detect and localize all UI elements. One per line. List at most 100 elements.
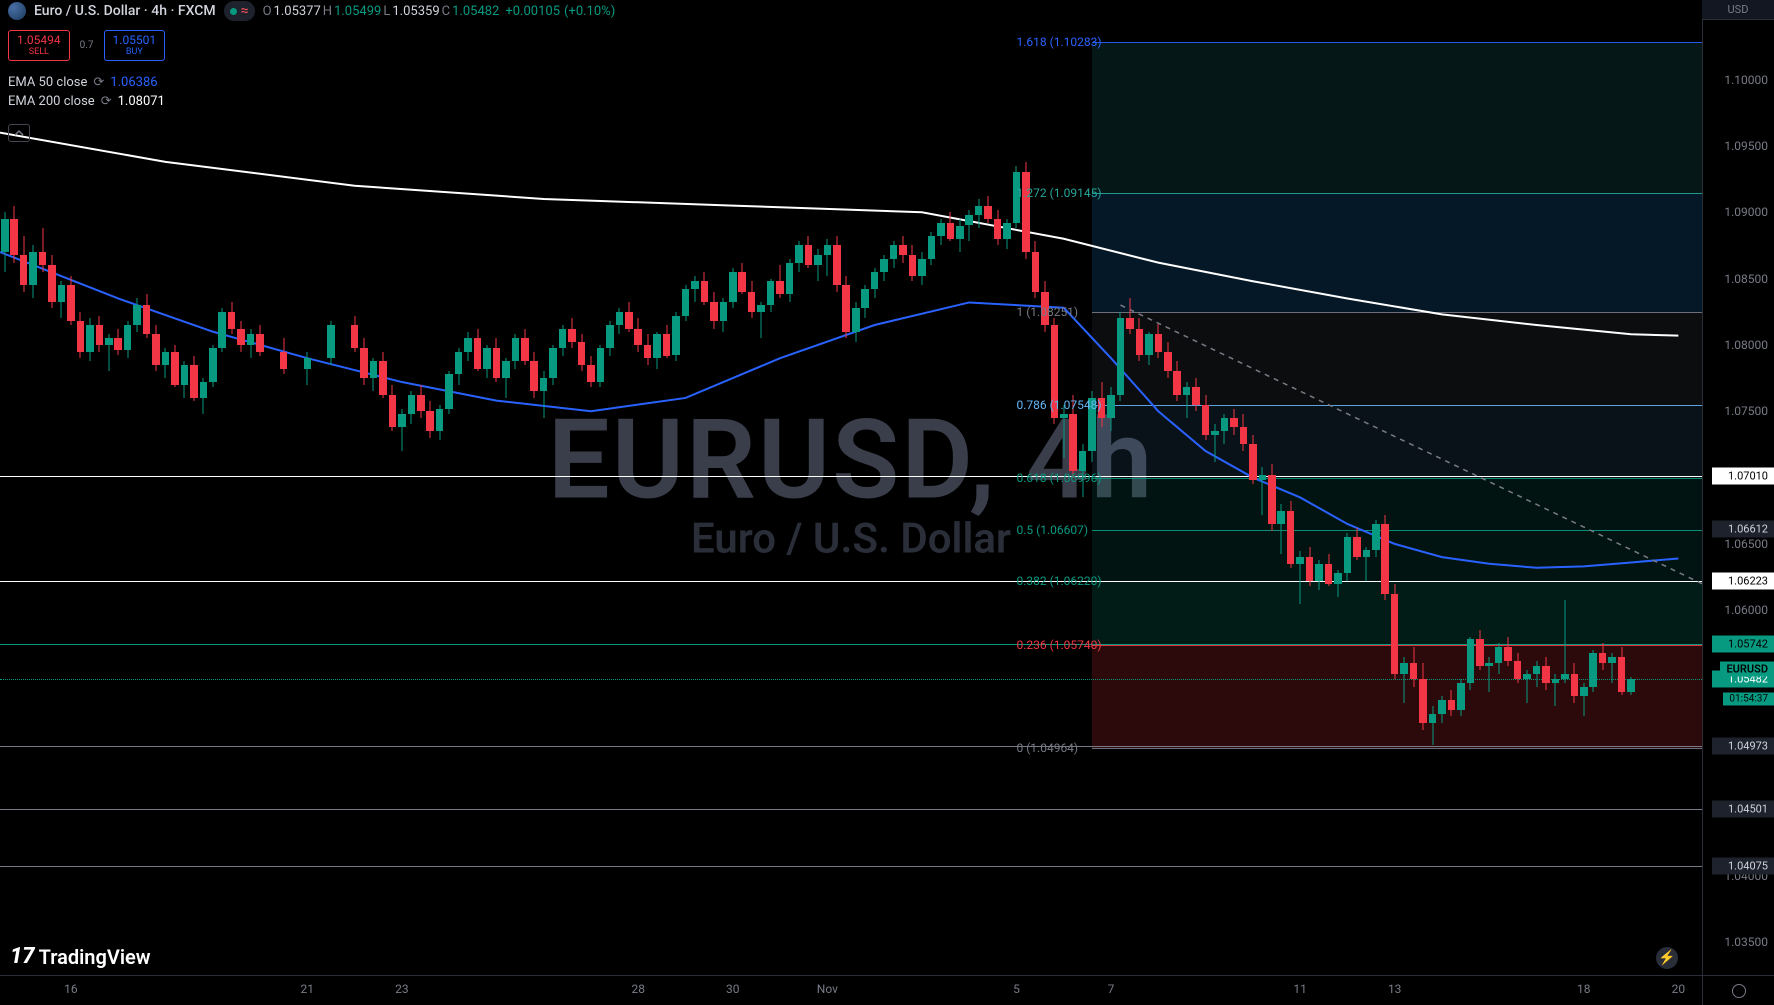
candle bbox=[502, 358, 510, 398]
sell-button[interactable]: 1.05494 SELL bbox=[8, 30, 70, 61]
horizontal-line[interactable] bbox=[0, 476, 1702, 477]
candle bbox=[58, 281, 66, 318]
candle bbox=[280, 338, 288, 374]
price-tag: 1.04973 bbox=[1712, 738, 1774, 755]
candle bbox=[1287, 501, 1295, 567]
candle bbox=[899, 236, 907, 263]
ohlc-open: 1.05377 bbox=[274, 4, 321, 19]
candle bbox=[1155, 324, 1163, 358]
candle bbox=[389, 385, 397, 431]
fib-label: 0.236 (1.05740) bbox=[1016, 638, 1101, 652]
candle bbox=[1325, 554, 1333, 586]
horizontal-line[interactable] bbox=[0, 809, 1702, 810]
time-tick: 16 bbox=[64, 982, 78, 996]
price-tag: 1.05742 bbox=[1712, 636, 1774, 653]
candle bbox=[861, 285, 869, 318]
collapse-legend-button[interactable] bbox=[8, 124, 30, 142]
candle bbox=[370, 358, 378, 391]
price-tick: 1.08000 bbox=[1724, 338, 1768, 352]
candle bbox=[1, 212, 9, 272]
candle bbox=[1542, 657, 1550, 690]
indicator-ema200[interactable]: EMA 200 close ⟳ 1.08071 bbox=[8, 94, 165, 109]
symbol-price-tag: EURUSD bbox=[1720, 661, 1774, 676]
candle bbox=[1353, 528, 1361, 560]
candle bbox=[1381, 515, 1389, 600]
candle bbox=[1580, 683, 1588, 716]
candle bbox=[1259, 467, 1267, 515]
fib-label: 1.618 (1.10283) bbox=[1016, 35, 1101, 49]
candle bbox=[1060, 405, 1068, 458]
price-tick: 1.06000 bbox=[1724, 603, 1768, 617]
ohlc-high: 1.05499 bbox=[334, 4, 381, 19]
candle bbox=[757, 302, 765, 338]
price-axis[interactable]: 1.100001.095001.090001.085001.080001.075… bbox=[1702, 0, 1774, 975]
candle bbox=[1599, 643, 1607, 670]
candle bbox=[909, 245, 917, 281]
refresh-icon[interactable]: ⟳ bbox=[93, 75, 104, 90]
candle bbox=[20, 236, 28, 292]
refresh-icon[interactable]: ⟳ bbox=[101, 94, 112, 109]
candle bbox=[474, 329, 482, 371]
candle bbox=[200, 378, 208, 414]
horizontal-line[interactable] bbox=[0, 866, 1702, 867]
fib-line[interactable] bbox=[1092, 193, 1702, 194]
fib-line[interactable] bbox=[1092, 748, 1702, 749]
candle bbox=[218, 308, 226, 352]
symbol-title[interactable]: Euro / U.S. Dollar · 4h · FXCM bbox=[34, 3, 216, 19]
candle bbox=[1514, 653, 1522, 684]
tradingview-logo: 17 TradingView bbox=[10, 944, 151, 969]
candle bbox=[426, 401, 434, 438]
candle bbox=[672, 312, 680, 361]
time-tick: 21 bbox=[301, 982, 315, 996]
price-tick: 1.08500 bbox=[1724, 272, 1768, 286]
horizontal-line[interactable] bbox=[0, 746, 1702, 747]
candle bbox=[408, 391, 416, 424]
price-tick: 1.10000 bbox=[1724, 73, 1768, 87]
fib-line[interactable] bbox=[1092, 478, 1702, 479]
candle bbox=[1249, 435, 1257, 484]
price-tick: 1.09000 bbox=[1724, 205, 1768, 219]
candle bbox=[634, 318, 642, 351]
candle bbox=[738, 263, 746, 295]
candle bbox=[512, 334, 520, 368]
fib-label: 0.618 (1.06996) bbox=[1016, 471, 1101, 485]
candle bbox=[720, 298, 728, 331]
fib-line[interactable] bbox=[1092, 42, 1702, 43]
time-tick: 23 bbox=[395, 982, 409, 996]
time-tick: 28 bbox=[632, 982, 646, 996]
buy-button[interactable]: 1.05501 BUY bbox=[104, 30, 166, 61]
indicator-list: EMA 50 close ⟳ 1.06386 EMA 200 close ⟳ 1… bbox=[8, 75, 165, 113]
fib-line[interactable] bbox=[1092, 530, 1702, 531]
fib-line[interactable] bbox=[1092, 312, 1702, 313]
candle bbox=[653, 332, 661, 369]
candle bbox=[162, 348, 170, 379]
horizontal-line[interactable] bbox=[0, 581, 1702, 582]
candle bbox=[1504, 637, 1512, 666]
chart-canvas[interactable]: EURUSD, 4h Euro / U.S. Dollar 1.618 (1.1… bbox=[0, 0, 1702, 975]
candle bbox=[984, 196, 992, 223]
replay-icon[interactable]: ⚡ bbox=[1656, 947, 1678, 969]
tv-logo-text: TradingView bbox=[39, 945, 151, 969]
candle bbox=[1618, 647, 1626, 695]
price-tag: 1.04501 bbox=[1712, 801, 1774, 818]
countdown-tag: 01:54:37 bbox=[1723, 692, 1774, 705]
candle bbox=[871, 268, 879, 299]
indicator-ema50[interactable]: EMA 50 close ⟳ 1.06386 bbox=[8, 75, 165, 90]
candle bbox=[682, 285, 690, 321]
candle bbox=[805, 236, 813, 268]
candle bbox=[1126, 298, 1134, 334]
candle bbox=[1032, 241, 1040, 298]
horizontal-line[interactable] bbox=[0, 644, 1702, 645]
fib-label: 1.272 (1.09145) bbox=[1016, 186, 1101, 200]
candle bbox=[29, 245, 37, 298]
ohlc-readout: O1.05377 H1.05499 L1.05359 C1.05482 +0.0… bbox=[263, 4, 616, 19]
candle bbox=[1391, 584, 1399, 680]
time-tick: 11 bbox=[1293, 982, 1307, 996]
candle bbox=[1183, 382, 1191, 418]
candle bbox=[616, 308, 624, 335]
ohlc-low: 1.05359 bbox=[392, 4, 439, 19]
time-axis[interactable]: 1621232830Nov5711131820 bbox=[0, 975, 1702, 1005]
candle bbox=[1296, 551, 1304, 604]
axis-settings-button[interactable] bbox=[1702, 975, 1774, 1005]
candle bbox=[48, 255, 56, 308]
